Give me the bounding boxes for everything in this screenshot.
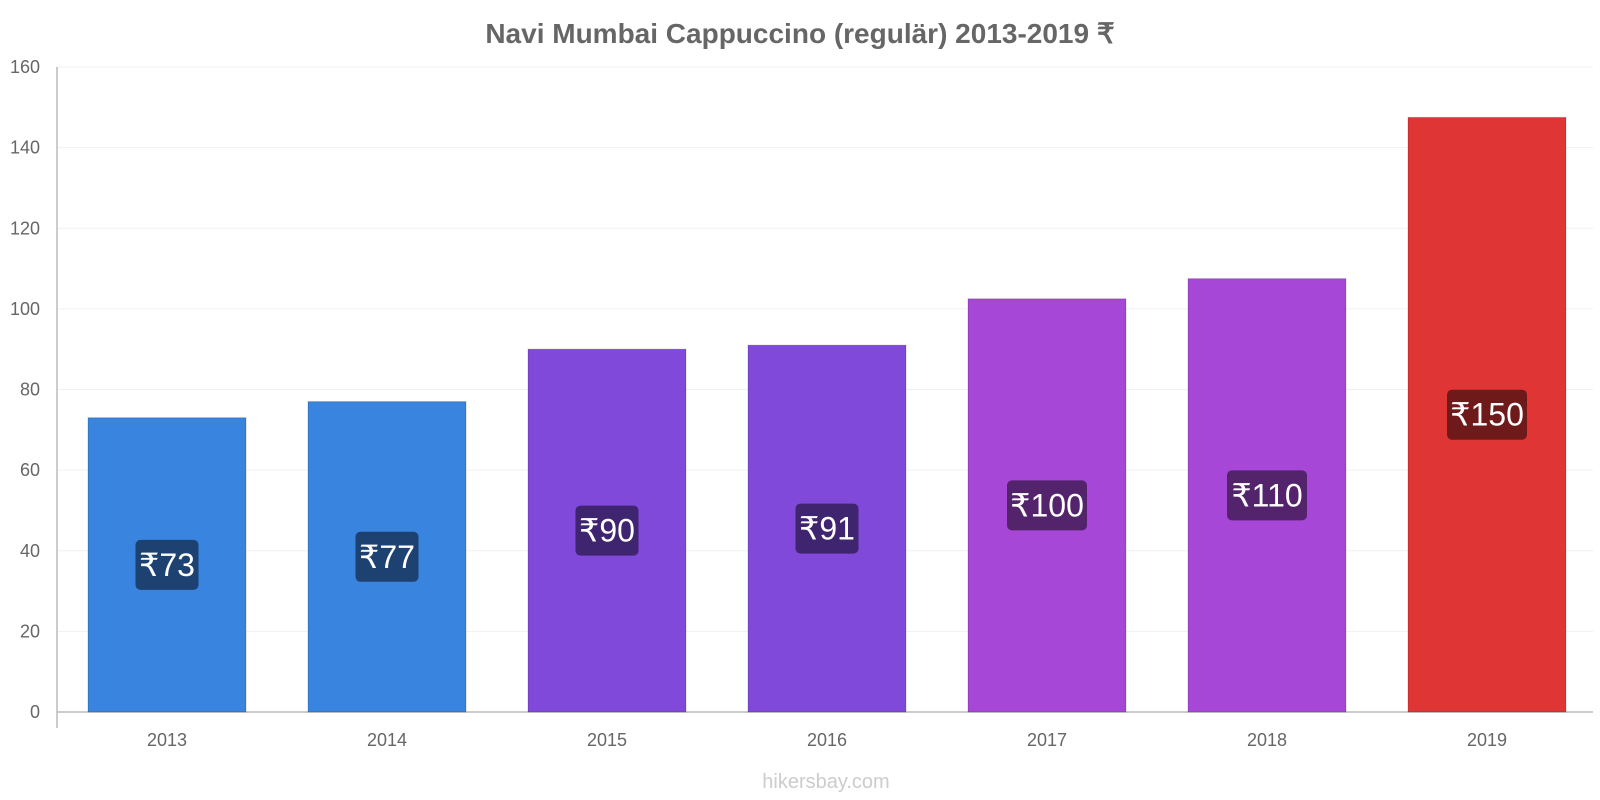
data-label: ₹110 bbox=[1231, 477, 1302, 513]
y-tick-label: 60 bbox=[20, 460, 40, 480]
data-label: ₹73 bbox=[139, 547, 195, 583]
x-tick-label: 2017 bbox=[1027, 730, 1067, 750]
watermark-text: hikersbay.com bbox=[762, 771, 889, 793]
data-label: ₹150 bbox=[1450, 397, 1524, 433]
data-label-box bbox=[1007, 480, 1087, 531]
y-tick-label: 0 bbox=[30, 702, 40, 722]
data-label: ₹90 bbox=[579, 513, 635, 549]
chart-title: Navi Mumbai Cappuccino (regulär) 2013-20… bbox=[485, 18, 1115, 49]
data-label-box bbox=[795, 503, 859, 554]
data-label-box bbox=[355, 531, 419, 582]
x-tick-label: 2015 bbox=[587, 730, 627, 750]
data-label: ₹100 bbox=[1010, 487, 1084, 523]
y-tick-label: 20 bbox=[20, 621, 40, 641]
x-tick-labels: 2013 2014 2015 2016 2017 2018 2019 bbox=[147, 730, 1507, 750]
y-tick-label: 80 bbox=[20, 380, 40, 400]
x-tick-label: 2013 bbox=[147, 730, 187, 750]
x-tick-label: 2018 bbox=[1247, 730, 1287, 750]
y-tick-labels: 0 20 40 60 80 100 120 140 160 bbox=[10, 57, 40, 722]
y-tick-label: 120 bbox=[10, 218, 40, 238]
data-labels: ₹73 ₹77 ₹90 ₹91 ₹100 ₹110 ₹150 bbox=[135, 389, 1527, 590]
data-label-box bbox=[1227, 470, 1307, 521]
data-label-box bbox=[575, 505, 639, 556]
data-label-box bbox=[135, 539, 199, 590]
y-tick-label: 40 bbox=[20, 541, 40, 561]
data-label: ₹77 bbox=[359, 539, 415, 575]
data-label: ₹91 bbox=[799, 511, 855, 547]
x-tick-label: 2016 bbox=[807, 730, 847, 750]
y-tick-label: 140 bbox=[10, 138, 40, 158]
x-tick-label: 2014 bbox=[367, 730, 407, 750]
y-tick-label: 100 bbox=[10, 299, 40, 319]
data-label-box bbox=[1447, 389, 1527, 440]
x-tick-label: 2019 bbox=[1467, 730, 1507, 750]
y-tick-label: 160 bbox=[10, 57, 40, 77]
bars bbox=[87, 116, 1567, 713]
